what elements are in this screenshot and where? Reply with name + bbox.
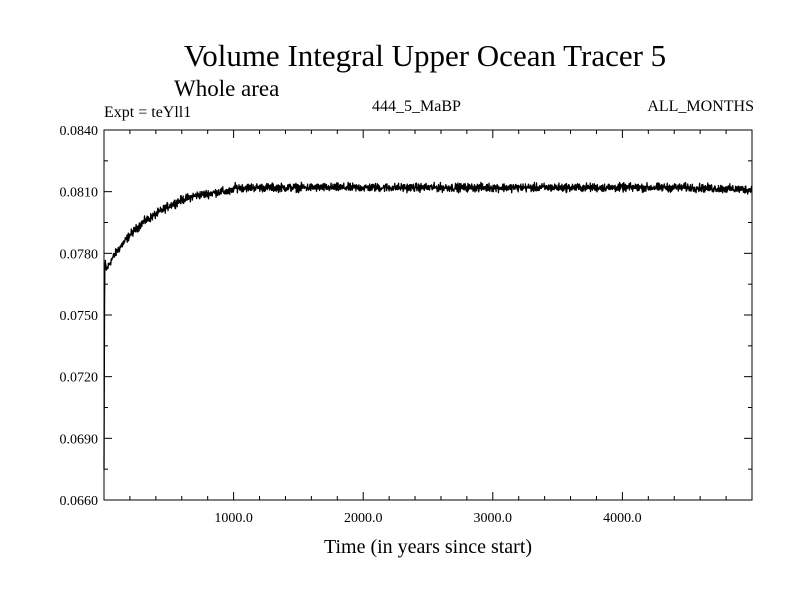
x-tick-label: 3000.0 xyxy=(474,511,513,526)
y-tick-label: 0.0690 xyxy=(60,432,99,447)
series-line xyxy=(103,181,753,470)
run-label: 444_5_MaBP xyxy=(372,98,461,115)
y-tick-label: 0.0840 xyxy=(60,124,99,139)
x-tick-label: 2000.0 xyxy=(344,511,383,526)
experiment-label: Expt = teYll1 xyxy=(104,104,192,121)
chart-title: Volume Integral Upper Ocean Tracer 5 xyxy=(183,38,667,73)
months-label: ALL_MONTHS xyxy=(647,98,754,115)
y-tick-label: 0.0780 xyxy=(60,247,99,262)
plot-frame xyxy=(103,129,753,501)
y-tick-label: 0.0720 xyxy=(60,371,99,386)
y-tick-label: 0.0660 xyxy=(60,494,99,509)
tick-labels: 0.0660 0.0690 0.0720 0.0750 0.0780 0.0810 0.08… xyxy=(60,124,642,526)
chart-subtitle: Whole area xyxy=(174,76,280,101)
x-axis-label: Time (in years since start) xyxy=(323,536,533,558)
y-tick-label: 0.0810 xyxy=(60,186,99,201)
x-tick-label: 4000.0 xyxy=(603,511,642,526)
x-tick-label: 1000.0 xyxy=(214,511,253,526)
y-tick-label: 0.0750 xyxy=(60,309,99,324)
